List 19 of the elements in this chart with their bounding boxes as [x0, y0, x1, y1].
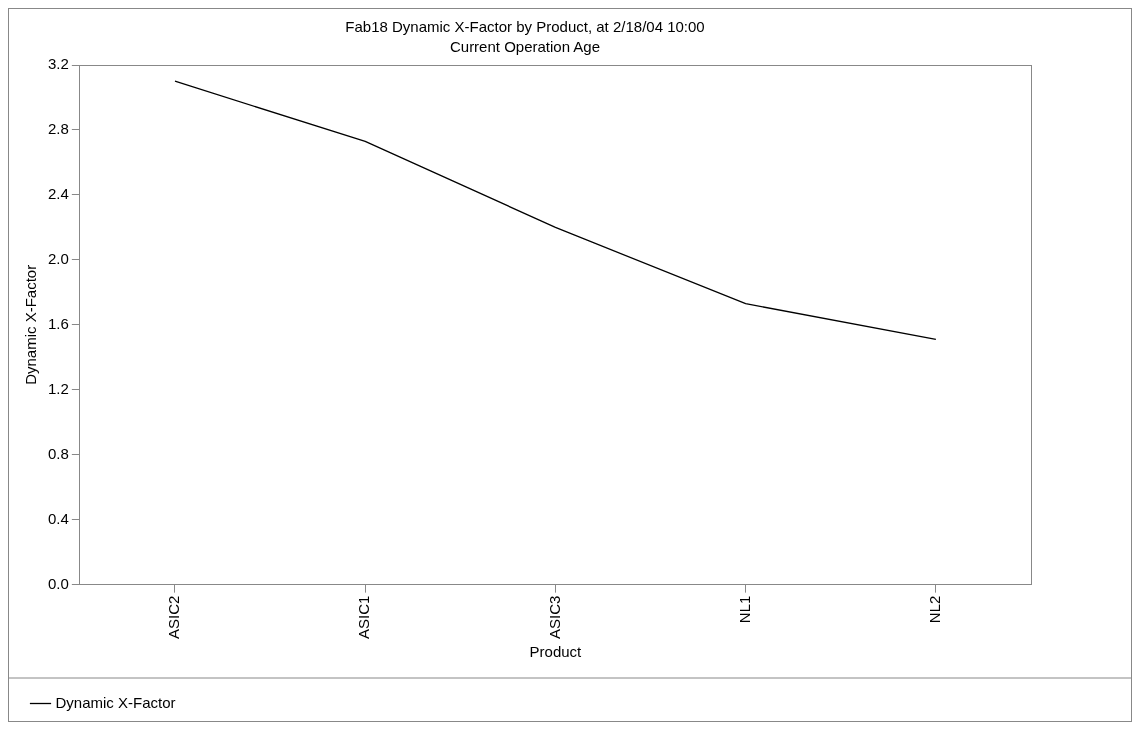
x-tick-label: ASIC3 — [545, 595, 563, 640]
x-axis-title: Product — [529, 643, 583, 661]
legend-label: Dynamic X-Factor — [55, 693, 176, 711]
x-tick-label: ASIC2 — [165, 595, 183, 640]
y-axis-title: Dynamic X-Factor — [22, 264, 40, 385]
x-tick-label: NL2 — [926, 595, 944, 624]
y-tick-label: 0.8 — [47, 444, 69, 462]
y-tick-label: 2.8 — [47, 120, 69, 138]
chart-title: Fab18 Dynamic X-Factor by Product, at 2/18/04 10:00 — [345, 18, 705, 36]
chart-subtitle: Current Operation Age — [449, 38, 601, 56]
y-tick-label: 2.4 — [47, 185, 69, 203]
y-tick-label: 1.2 — [47, 379, 69, 397]
y-tick-label: 0.0 — [47, 574, 69, 592]
y-tick-label: 3.2 — [47, 55, 69, 73]
x-tick-label: NL1 — [735, 595, 753, 624]
y-tick-label: 0.4 — [47, 509, 69, 527]
y-tick-label: 2.0 — [47, 250, 69, 268]
x-tick-label: ASIC1 — [355, 595, 373, 640]
y-tick-label: 1.6 — [47, 314, 69, 332]
